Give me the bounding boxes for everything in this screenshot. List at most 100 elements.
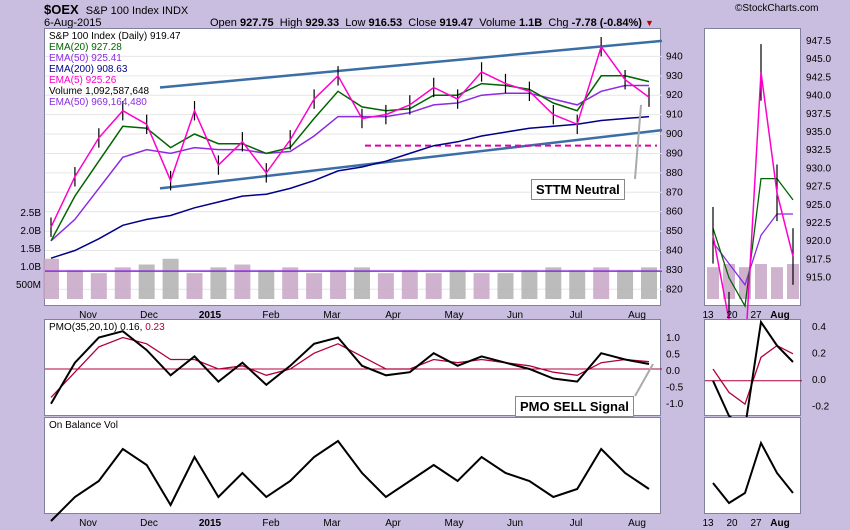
- zoom-price-tick-label: 935.0: [806, 127, 831, 138]
- month-tick-label: Dec: [140, 310, 158, 321]
- volume-bar: [210, 267, 227, 299]
- volume-bar: [186, 273, 203, 299]
- pmo-tick-label: 0.0: [666, 366, 680, 377]
- volume-bar: [353, 267, 370, 299]
- volume-bar: [282, 267, 299, 299]
- month-tick-label: May: [445, 518, 464, 529]
- zoom-pmo-tick-label: 0.0: [812, 375, 826, 386]
- zoom-obv-panel: [704, 417, 801, 514]
- month-tick-label: Feb: [262, 310, 280, 321]
- price-legend: S&P 100 Index (Daily) 919.47 EMA(20) 927…: [49, 31, 181, 108]
- price-tick-label: 850: [666, 226, 683, 237]
- zoom-date-label: 20: [726, 518, 738, 529]
- zoom-obv-line: [712, 440, 794, 505]
- zoom-volume-bar: [707, 267, 719, 299]
- legend-title: S&P 100 Index (Daily) 919.47: [49, 31, 181, 42]
- legend-ema20: EMA(20) 927.28: [49, 42, 122, 53]
- zoom-price-tick-label: 917.5: [806, 254, 831, 265]
- price-tick-label: 870: [666, 187, 683, 198]
- zoom-ema50-line: [712, 213, 793, 287]
- month-tick-label: Jul: [570, 310, 583, 321]
- volume-bar: [569, 270, 586, 299]
- month-tick-label: May: [445, 310, 464, 321]
- month-tick-label: Jun: [507, 310, 523, 321]
- price-tick-label: 880: [666, 168, 683, 179]
- price-tick-label: 910: [666, 110, 683, 121]
- volume-bar: [66, 270, 83, 299]
- volume-tick-label: 500M: [16, 280, 41, 291]
- month-tick-label: 2015: [199, 518, 222, 529]
- zoom-price-tick-label: 925.0: [806, 200, 831, 211]
- open-value: 927.75: [239, 17, 274, 29]
- price-tick-label: 840: [666, 245, 683, 256]
- volume-bar: [593, 267, 610, 299]
- volume-bar: [114, 267, 131, 299]
- volume-bar: [162, 258, 179, 299]
- volume-bar: [473, 273, 490, 299]
- zoom-ema20-line: [712, 177, 794, 309]
- zoom-volume-bar: [771, 267, 783, 299]
- zoom-date-label: 13: [702, 518, 714, 529]
- zoom-pmo-tick-label: 0.2: [812, 349, 826, 360]
- zoom-pmo-tick-label: -0.2: [812, 402, 830, 413]
- ema5-line: [50, 45, 650, 228]
- volume-tick-label: 2.5B: [20, 208, 41, 219]
- zoom-ema5-line: [712, 72, 794, 356]
- volume-tick-label: 1.0B: [20, 262, 41, 273]
- volume-bar: [641, 267, 657, 299]
- volume-bar: [377, 273, 394, 299]
- volume-bar: [449, 270, 466, 299]
- close-value: 919.47: [439, 17, 474, 29]
- ema20-line: [50, 75, 650, 242]
- obv-line: [50, 439, 650, 522]
- change-value: -7.78 (-0.84%): [571, 17, 642, 29]
- pmo-pointer: [634, 363, 654, 397]
- zoom-date-label: 27: [750, 518, 762, 529]
- legend-volume: Volume 1,092,587,648: [49, 86, 150, 97]
- volume-bar: [617, 270, 634, 299]
- pmo-line: [50, 330, 650, 405]
- volume-bar: [90, 273, 107, 299]
- zoom-price-tick-label: 945.0: [806, 54, 831, 65]
- price-tick-label: 820: [666, 284, 683, 295]
- zoom-price-tick-label: 930.0: [806, 163, 831, 174]
- zoom-price-tick-label: 915.0: [806, 273, 831, 284]
- legend-vema50: EMA(50) 969,164,480: [49, 97, 147, 108]
- volume-bar: [330, 270, 347, 299]
- pmo-tick-label: 0.5: [666, 350, 680, 361]
- month-tick-label: Nov: [79, 310, 97, 321]
- volume-bar: [497, 273, 514, 299]
- zoom-pmo-tick-label: 0.4: [812, 322, 826, 333]
- pmo-sell-annotation: PMO SELL Signal: [515, 396, 634, 417]
- ema200-line: [50, 115, 650, 259]
- volume-bar: [138, 264, 155, 299]
- pmo-panel: PMO(35,20,10) 0.16, 0.23 PMO SELL Signal: [44, 319, 662, 417]
- zoom-date-label: 13: [702, 310, 714, 321]
- month-tick-label: Mar: [323, 518, 341, 529]
- zoom-date-label: Aug: [770, 310, 789, 321]
- month-tick-label: Apr: [385, 518, 401, 529]
- price-tick-label: 890: [666, 148, 683, 159]
- sttm-pointer: [634, 104, 642, 180]
- volume-bar: [43, 258, 59, 299]
- pmo-tick-label: -1.0: [666, 399, 684, 410]
- zoom-obv-chart: [712, 440, 794, 505]
- pmo-tick-label: 1.0: [666, 333, 680, 344]
- price-tick-label: 940: [666, 51, 683, 62]
- chart-header: $OEX S&P 100 Index INDX: [44, 2, 188, 17]
- zoom-pmo-line: [712, 319, 794, 430]
- obv-panel: On Balance Vol: [44, 417, 661, 522]
- ema50-line: [50, 84, 649, 242]
- ohlc-bar: Open 927.75 High 929.33 Low 916.53 Close…: [210, 17, 654, 29]
- zoom-volume-bar: [723, 264, 735, 299]
- legend-ema200: EMA(200) 908.63: [49, 64, 128, 75]
- symbol: $OEX: [44, 2, 79, 17]
- index-name: S&P 100 Index INDX: [85, 5, 189, 17]
- volume-value: 1.1B: [519, 17, 543, 29]
- zoom-price-tick-label: 937.5: [806, 109, 831, 120]
- volume-bar: [258, 270, 275, 299]
- high-value: 929.33: [305, 17, 340, 29]
- zoom-volume-bar: [755, 264, 767, 299]
- zoom-price-panel: [704, 28, 801, 384]
- price-tick-label: 930: [666, 71, 683, 82]
